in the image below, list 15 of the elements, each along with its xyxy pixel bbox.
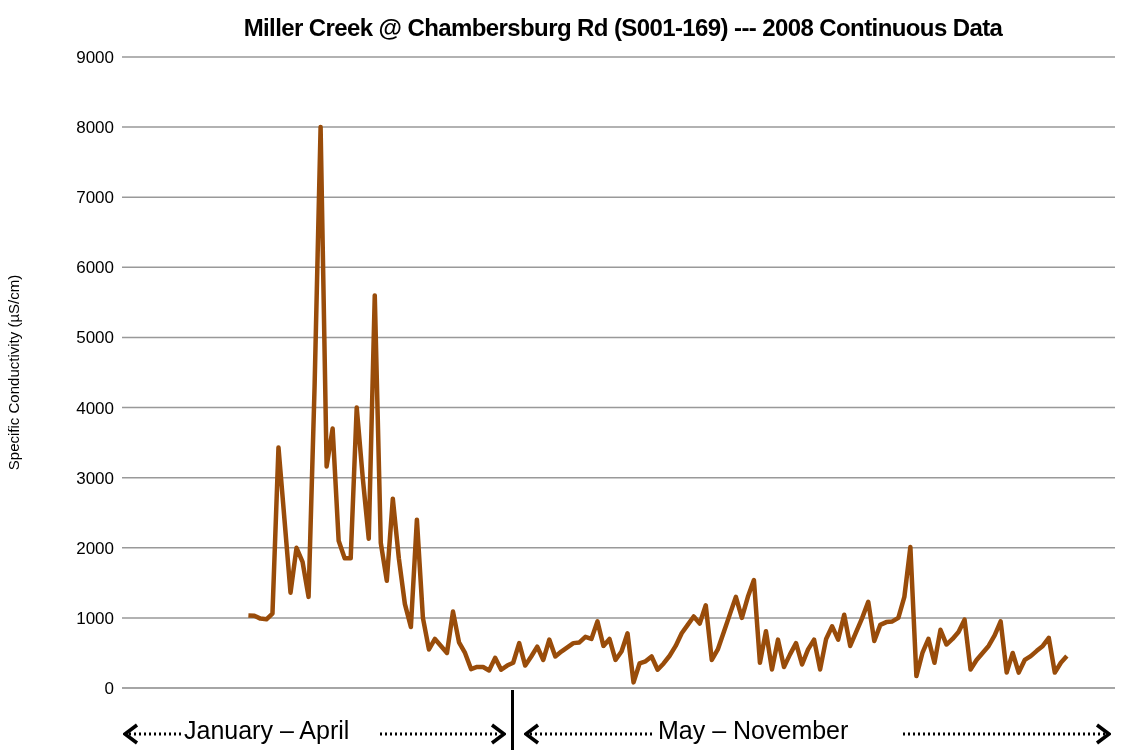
y-tick-label: 3000 (76, 468, 114, 488)
y-axis-title: Specific Conductivity (µS/cm) (5, 274, 23, 471)
y-tick-label: 7000 (76, 188, 114, 208)
y-tick-label: 6000 (76, 258, 114, 278)
line-series (246, 124, 1070, 685)
chart-title: Miller Creek @ Chambersburg Rd (S001-169) --- 2008 Continuous Data (242, 14, 1004, 42)
y-tick-label: 0 (104, 679, 114, 699)
y-tick-label: 9000 (76, 48, 114, 68)
y-tick-label: 2000 (76, 538, 114, 558)
text: May – November (658, 716, 849, 745)
y-tick-label: 5000 (76, 328, 114, 348)
y-tick-label: 1000 (76, 608, 114, 628)
y-tick-label: 8000 (76, 118, 114, 138)
y-tick-label: 4000 (76, 398, 114, 418)
text: January – April (184, 716, 350, 745)
